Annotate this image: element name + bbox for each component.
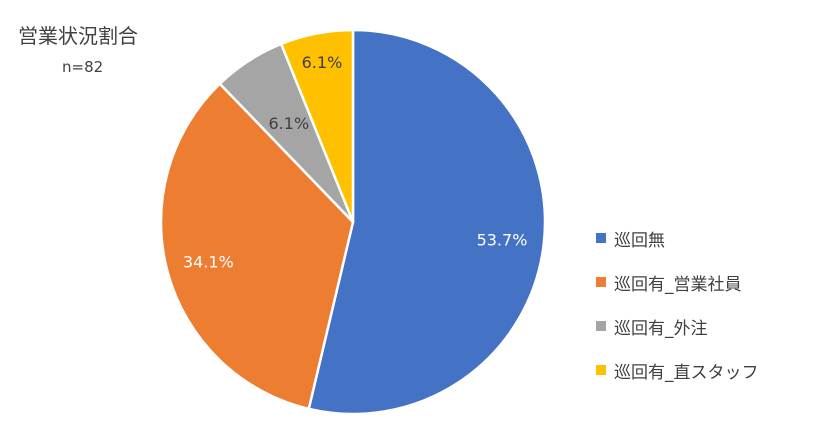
- data-label: 6.1%: [302, 53, 343, 72]
- legend-label: 巡回無: [614, 230, 665, 251]
- legend-item: 巡回無: [596, 228, 759, 251]
- legend-label: 巡回有_外注: [614, 318, 708, 339]
- legend-item: 巡回有_営業社員: [596, 272, 759, 295]
- pie-slice: [159, 82, 355, 411]
- legend-swatch: [596, 233, 606, 243]
- legend-label: 巡回有_直スタッフ: [614, 362, 759, 383]
- legend-item: 巡回有_外注: [596, 316, 759, 339]
- chart-title: 営業状況割合: [18, 24, 138, 48]
- legend-label: 巡回有_営業社員: [614, 274, 742, 295]
- legend-item: 巡回有_直スタッフ: [596, 360, 759, 383]
- legend-swatch: [596, 365, 606, 375]
- legend-swatch: [596, 277, 606, 287]
- legend-swatch: [596, 321, 606, 331]
- pie-slice: [307, 28, 547, 416]
- data-label: 6.1%: [269, 114, 310, 133]
- chart-subtitle: n=82: [62, 58, 104, 76]
- data-label: 34.1%: [183, 253, 234, 272]
- legend: 巡回無 巡回有_営業社員 巡回有_外注 巡回有_直スタッフ: [596, 228, 759, 404]
- data-label: 53.7%: [477, 230, 528, 249]
- pie-slice: [279, 28, 355, 224]
